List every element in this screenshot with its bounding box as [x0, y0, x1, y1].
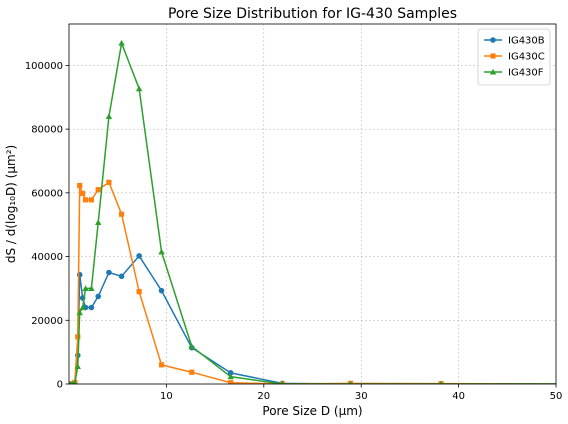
x-tick-label: 40: [452, 391, 465, 402]
legend-swatch-marker: [490, 53, 496, 59]
data-point: [189, 369, 195, 375]
data-point: [76, 309, 83, 316]
data-point: [82, 197, 89, 203]
data-point: [72, 379, 78, 384]
data-point: [82, 285, 89, 291]
x-tick-label: 50: [550, 391, 563, 402]
data-point: [118, 273, 125, 280]
legend-item-ig430c: IG430C: [484, 52, 545, 63]
data-point: [228, 380, 234, 384]
data-point: [79, 304, 86, 311]
legend: IG430B IG430C IG430F: [477, 28, 551, 86]
data-point: [280, 380, 285, 384]
data-point: [118, 211, 125, 217]
data-point: [95, 187, 101, 193]
data-point: [77, 182, 83, 189]
data-point: [74, 363, 81, 370]
plot-frame: [68, 23, 557, 385]
y-tick-label: 60000: [31, 188, 63, 199]
y-tick-label: 40000: [31, 252, 63, 263]
data-point: [158, 362, 165, 368]
data-point: [88, 304, 95, 311]
data-point: [95, 219, 102, 226]
data-point: [75, 334, 81, 340]
data-point: [76, 271, 83, 278]
data-point: [227, 373, 234, 380]
legend-item-ig430f: IG430F: [484, 68, 544, 79]
data-point: [158, 248, 165, 255]
y-tick-label: 0: [57, 380, 63, 391]
data-point: [136, 253, 142, 259]
legend-label: IG430B: [508, 36, 545, 47]
legend-label: IG430C: [508, 52, 545, 63]
data-point: [118, 39, 125, 46]
data-point: [106, 179, 112, 185]
data-point: [106, 269, 112, 276]
legend-label: IG430F: [508, 68, 544, 79]
legend-box: [477, 28, 551, 86]
series-layer: [69, 39, 556, 384]
data-point: [348, 380, 353, 384]
series-ig430f: [69, 39, 556, 384]
x-tick-label: 10: [160, 391, 173, 402]
y-tick-label: 100000: [25, 61, 63, 72]
x-tick-label: 20: [257, 391, 270, 402]
data-point: [80, 190, 86, 197]
y-axis-label: dS / d(log₁₀D) (μm²): [4, 145, 18, 263]
x-tick-label: 30: [355, 391, 368, 402]
data-point: [227, 370, 234, 376]
y-tick-label: 20000: [31, 316, 63, 327]
data-point: [88, 197, 95, 203]
data-point: [188, 343, 195, 349]
y-tick-label: 80000: [31, 125, 63, 136]
tick-layer: 10 20 30 40 50 0 20000 40000 60000 80000 100000: [25, 61, 563, 402]
legend-swatch-marker: [489, 68, 497, 75]
data-point: [105, 113, 113, 119]
chart-title: Pore Size Distribution for IG-430 Sample…: [168, 6, 457, 22]
data-point: [135, 85, 143, 92]
x-axis-label: Pore Size D (μm): [262, 404, 362, 418]
data-point: [88, 285, 95, 291]
legend-item-ig430b: IG430B: [484, 36, 545, 47]
data-point: [158, 287, 165, 294]
data-point: [136, 289, 142, 295]
data-point: [95, 293, 102, 300]
data-point: [439, 380, 443, 384]
legend-swatch-marker: [490, 37, 496, 43]
